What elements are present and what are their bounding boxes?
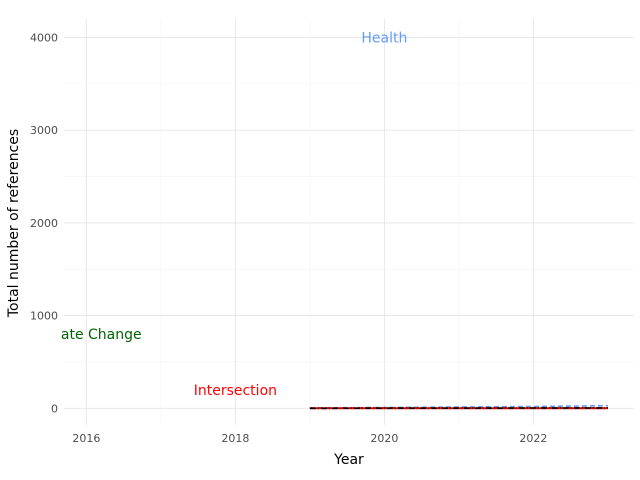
y-tick-label: 1000	[30, 310, 58, 323]
grid	[64, 19, 634, 425]
x-tick-label: 2020	[370, 432, 398, 445]
annotation-label: ate Change	[61, 327, 142, 343]
y-tick-label: 0	[51, 402, 58, 415]
annotation-label: Health	[361, 31, 407, 47]
annotation-label: Intersection	[194, 383, 277, 399]
x-tick-label: 2016	[72, 432, 100, 445]
y-tick-label: 2000	[30, 217, 58, 230]
annotations: Health ate Change Intersection	[61, 31, 407, 399]
x-tick-label: 2018	[221, 432, 249, 445]
tick-labels: 2016 2018 2020 2022 0 1000 2000 3000 4000	[30, 32, 547, 445]
x-axis-title: Year	[333, 452, 364, 468]
y-tick-label: 4000	[30, 32, 58, 45]
y-tick-label: 3000	[30, 124, 58, 137]
x-tick-label: 2022	[519, 432, 547, 445]
y-axis-title: Total number of references	[6, 129, 22, 318]
series-lines	[309, 404, 608, 410]
